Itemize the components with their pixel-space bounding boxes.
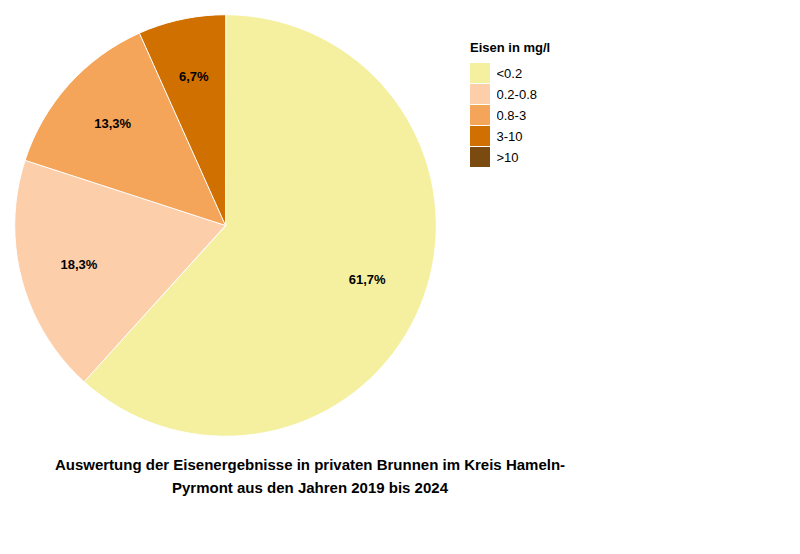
html-text:<0.2: <0.2 (496, 65, 523, 81)
html-text:3-10: 3-10 (496, 128, 523, 144)
svg-text:13,3%: 13,3% (94, 116, 131, 131)
svg-text:61,7%: 61,7% (349, 272, 386, 287)
html-text:Eisen in mg/l: Eisen in mg/l (470, 40, 551, 55)
html-text:0.8-3: 0.8-3 (496, 107, 527, 123)
html-text:0.2-0.8: 0.2-0.8 (496, 86, 537, 102)
html-text:Auswertung der Eisenergebnisse: Auswertung der Eisenergebnisse in privat… (54, 456, 566, 473)
svg-text:18,3%: 18,3% (60, 257, 97, 272)
svg-text:6,7%: 6,7% (179, 69, 209, 84)
html-text:Pyrmont aus den Jahren 2019 bi: Pyrmont aus den Jahren 2019 bis 2024 (172, 478, 448, 496)
html-text:>10: >10 (496, 149, 519, 165)
